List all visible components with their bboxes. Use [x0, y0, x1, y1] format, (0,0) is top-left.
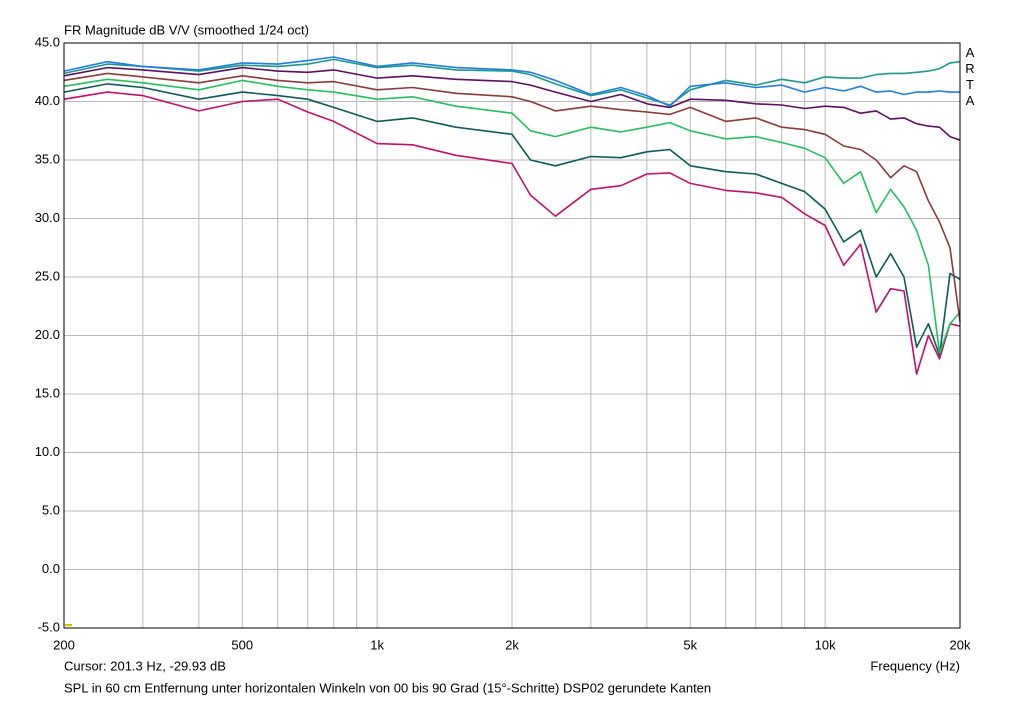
caption: SPL in 60 cm Entfernung unter horizontal… — [64, 680, 711, 695]
y-tick-label: 0.0 — [42, 561, 60, 576]
x-tick-label: 20k — [950, 637, 971, 652]
y-tick-label: 30.0 — [35, 210, 60, 225]
x-tick-label: 500 — [231, 637, 253, 652]
y-tick-label: 20.0 — [35, 327, 60, 342]
grid — [63, 42, 961, 629]
y-tick-label: 45.0 — [35, 34, 60, 49]
y-tick-label: 15.0 — [35, 385, 60, 400]
series-layer — [63, 56, 961, 375]
series-line — [63, 56, 960, 107]
x-tick-label: 2k — [505, 637, 519, 652]
cursor-readout: Cursor: 201.3 Hz, -29.93 dB — [64, 658, 226, 673]
series-line — [63, 78, 961, 354]
y-tick-label: 35.0 — [35, 151, 60, 166]
y-tick-label: 10.0 — [35, 444, 60, 459]
x-tick-label: 1k — [370, 637, 384, 652]
plot-frame — [63, 42, 961, 629]
y-tick-label: 40.0 — [35, 93, 60, 108]
x-tick-label: 10k — [815, 637, 836, 652]
x-tick-label: 5k — [683, 637, 697, 652]
logo: ARTA — [963, 45, 978, 109]
chart-title: FR Magnitude dB V/V (smoothed 1/24 oct) — [64, 22, 309, 37]
y-tick-label: 5.0 — [42, 502, 60, 517]
series-line — [63, 91, 961, 375]
y-tick-label: -5.0 — [38, 619, 60, 634]
x-axis-label: Frequency (Hz) — [870, 658, 960, 673]
y-tick-label: 25.0 — [35, 268, 60, 283]
series-line — [63, 66, 961, 141]
x-tick-label: 200 — [53, 637, 75, 652]
series-line — [63, 72, 961, 322]
series-line — [63, 83, 961, 357]
